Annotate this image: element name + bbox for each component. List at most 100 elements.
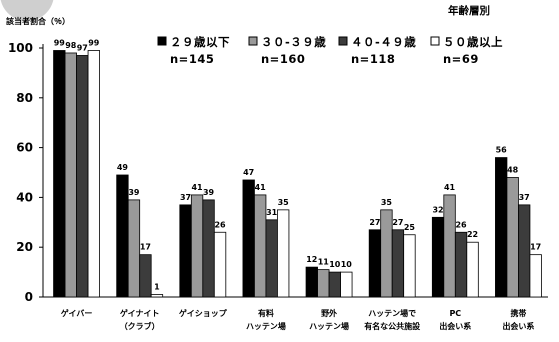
bar xyxy=(495,157,508,298)
data-label: 41 xyxy=(191,183,203,192)
data-label: 35 xyxy=(278,198,290,207)
x-tick-label: ハッテン場で xyxy=(368,308,416,318)
bar xyxy=(179,204,192,298)
data-label: 41 xyxy=(255,183,267,192)
bar xyxy=(518,204,531,298)
bar xyxy=(254,194,267,298)
y-tick-label: 80 xyxy=(16,91,33,105)
x-tick-label: ゲイバー xyxy=(61,308,93,318)
x-tick-label: 有名な公共施設 xyxy=(364,321,421,331)
x-tick-label: 携帯 xyxy=(510,308,526,318)
bar xyxy=(76,55,89,298)
bar xyxy=(87,50,100,298)
data-label: 17 xyxy=(530,243,541,252)
data-label: 41 xyxy=(444,183,456,192)
bar xyxy=(190,194,204,298)
data-label: 49 xyxy=(117,163,129,172)
data-label: 26 xyxy=(455,220,467,229)
bar xyxy=(242,179,255,298)
bar xyxy=(403,234,416,298)
data-label: 12 xyxy=(306,255,317,264)
y-axis: 0 20 40 60 80 100 xyxy=(8,41,548,304)
bar xyxy=(277,209,290,298)
y-tick-label: 0 xyxy=(25,290,33,304)
data-label: 25 xyxy=(404,223,416,232)
legend-n: n=145 xyxy=(170,52,214,66)
data-label: 37 xyxy=(519,193,530,202)
x-tick-label: 出会い系 xyxy=(502,321,534,331)
x-tick-label: ゲイショップ xyxy=(179,308,228,318)
bar xyxy=(116,174,129,298)
data-label: 10 xyxy=(341,260,353,269)
x-tick-label: ゲイナイト xyxy=(120,308,160,318)
bar xyxy=(317,269,330,298)
bar xyxy=(431,216,445,298)
bar xyxy=(53,50,66,298)
data-label: 37 xyxy=(180,193,191,202)
data-label: 11 xyxy=(318,258,330,267)
bars xyxy=(53,50,542,298)
bar xyxy=(139,254,152,298)
y-axis-label: 該当者割合（％） xyxy=(6,16,70,26)
data-label: 35 xyxy=(381,198,393,207)
data-label: 99 xyxy=(88,38,100,47)
bar xyxy=(454,231,468,298)
bar xyxy=(305,266,318,298)
data-label: 97 xyxy=(77,43,88,52)
bar xyxy=(506,177,519,298)
data-label: 26 xyxy=(214,220,226,229)
x-tick-label: （クラブ） xyxy=(120,321,160,331)
y-tick-label: 20 xyxy=(16,240,33,254)
legend-n: n=160 xyxy=(261,52,305,66)
data-label: 1 xyxy=(154,283,160,292)
bar xyxy=(391,229,405,298)
legend-swatch xyxy=(248,36,258,46)
bar xyxy=(127,199,141,298)
x-tick-label: ハッテン場 xyxy=(309,321,349,331)
data-label: 48 xyxy=(507,165,519,174)
data-label: 98 xyxy=(65,41,77,50)
y-tick-label: 100 xyxy=(8,41,33,55)
data-label: 47 xyxy=(243,168,254,177)
bar xyxy=(466,241,479,298)
x-tick-label: 出会い系 xyxy=(439,321,471,331)
data-label: 39 xyxy=(128,188,140,197)
legend: ２９歳以下 n=145 ３０-３９歳 n=160 ４０-４９歳 n=118 ５０歳以上 n=6… xyxy=(157,35,503,66)
legend-label: ４０-４９歳 xyxy=(351,35,416,49)
bar xyxy=(213,231,227,298)
data-label: 22 xyxy=(467,230,478,239)
legend-label: ５０歳以上 xyxy=(443,35,503,49)
x-tick-label: ハッテン場 xyxy=(246,321,286,331)
bar xyxy=(443,194,456,298)
data-label: 39 xyxy=(203,188,215,197)
y-tick-label: 60 xyxy=(16,141,33,155)
decorative-circle xyxy=(0,0,54,21)
data-label: 32 xyxy=(432,205,443,214)
bar xyxy=(380,209,393,298)
data-label: 27 xyxy=(369,218,380,227)
bar xyxy=(150,294,164,298)
legend-swatch xyxy=(430,36,440,46)
x-tick-label: 有料 xyxy=(258,308,274,318)
legend-n: n=69 xyxy=(443,52,479,66)
bar xyxy=(340,271,353,298)
legend-label: ２９歳以下 xyxy=(170,35,230,49)
data-label: 56 xyxy=(496,146,508,155)
y-tick-label: 40 xyxy=(16,190,33,204)
bar xyxy=(529,254,542,298)
bar xyxy=(202,199,215,298)
legend-swatch xyxy=(157,36,167,46)
bar xyxy=(64,52,77,298)
legend-n: n=118 xyxy=(351,52,395,66)
bar xyxy=(265,219,278,298)
chart-title: 年齢層別 xyxy=(448,4,490,17)
data-label: 17 xyxy=(140,243,151,252)
legend-label: ３０-３９歳 xyxy=(261,35,326,49)
x-tick-label: PC xyxy=(449,309,461,318)
x-tick-label: 野外 xyxy=(321,308,337,318)
data-label: 10 xyxy=(329,260,341,269)
data-label: 27 xyxy=(392,218,403,227)
